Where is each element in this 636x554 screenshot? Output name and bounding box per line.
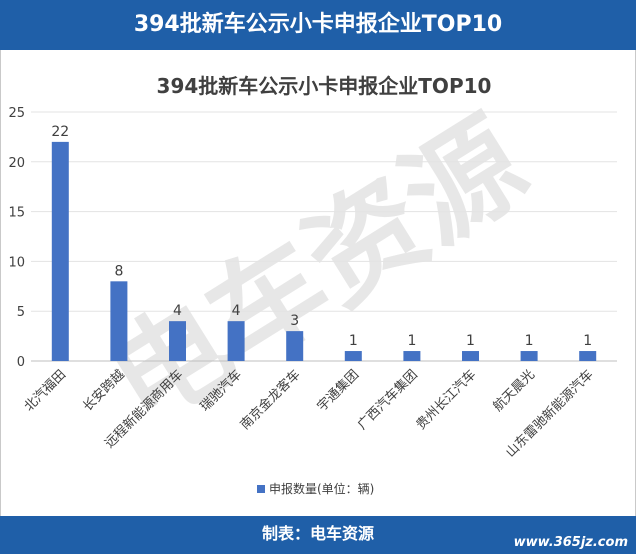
y-tick-label: 25 bbox=[8, 106, 25, 121]
bar bbox=[462, 351, 479, 361]
y-tick-label: 10 bbox=[8, 255, 25, 270]
data-label: 1 bbox=[407, 333, 416, 349]
y-tick-labels: 0 5 10 15 20 25 bbox=[8, 106, 25, 370]
site-url: www.365jz.com bbox=[513, 535, 628, 550]
y-tick-label: 5 bbox=[17, 305, 25, 320]
data-label: 1 bbox=[583, 333, 592, 349]
bar bbox=[579, 351, 597, 361]
data-label: 1 bbox=[466, 333, 475, 349]
header-banner: 394批新车公示小卡申报企业TOP10 bbox=[0, 0, 636, 50]
bar bbox=[344, 351, 362, 361]
x-tick-label: 航天晨光 bbox=[490, 367, 538, 415]
data-label: 1 bbox=[349, 333, 358, 349]
bar bbox=[403, 351, 421, 361]
x-tick-label: 宇通集团 bbox=[314, 367, 362, 415]
bar bbox=[169, 321, 186, 361]
chart-title: 394批新车公示小卡申报企业TOP10 bbox=[157, 74, 492, 98]
bar bbox=[110, 281, 128, 361]
legend-label: 申报数量(单位：辆) bbox=[269, 481, 374, 496]
footer-banner: 制表：电车资源 www.365jz.com bbox=[0, 516, 636, 554]
data-label: 4 bbox=[232, 303, 241, 319]
data-labels: 22 8 4 4 3 1 1 1 1 1 bbox=[51, 124, 592, 349]
legend-swatch bbox=[257, 485, 265, 493]
bar bbox=[520, 351, 538, 361]
y-tick-label: 15 bbox=[8, 206, 25, 221]
bar bbox=[286, 331, 304, 361]
bar bbox=[227, 321, 245, 361]
x-tick-label: 广西汽车集团 bbox=[354, 367, 420, 433]
footer-credit: 制表：电车资源 bbox=[261, 524, 374, 543]
data-label: 3 bbox=[290, 313, 299, 329]
bar bbox=[51, 141, 69, 361]
x-tick-label: 贵州长江汽车 bbox=[413, 367, 479, 433]
data-label: 1 bbox=[525, 333, 534, 349]
data-label: 22 bbox=[51, 124, 69, 140]
legend: 申报数量(单位：辆) bbox=[257, 481, 374, 496]
data-label: 4 bbox=[173, 303, 182, 319]
header-title: 394批新车公示小卡申报企业TOP10 bbox=[133, 12, 503, 37]
y-tick-label: 0 bbox=[17, 355, 25, 370]
bars bbox=[51, 141, 597, 361]
y-tick-label: 20 bbox=[8, 156, 25, 171]
chart-area: 电车资源 394批新车公示小卡申报企业TOP10 0 5 10 15 20 25 22 8 4… bbox=[0, 50, 636, 516]
grid-lines bbox=[31, 111, 617, 362]
data-label: 8 bbox=[114, 263, 123, 279]
x-tick-label: 北汽福田 bbox=[22, 367, 69, 414]
